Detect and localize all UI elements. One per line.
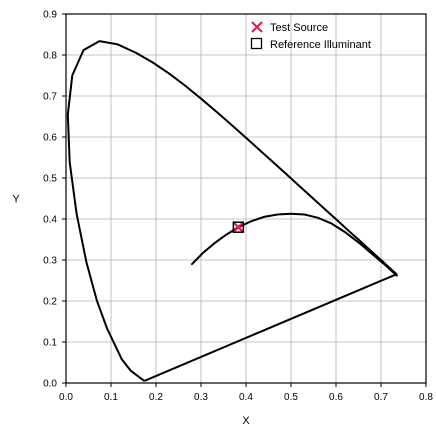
legend-test-source-symbol — [251, 21, 263, 33]
y-tick-label: 0.3 — [43, 256, 57, 267]
x-tick-label: 0.8 — [419, 392, 433, 403]
x-tick-label: 0.1 — [104, 392, 118, 403]
x-tick-label: 0.5 — [284, 392, 298, 403]
y-tick-label: 0.2 — [43, 297, 57, 308]
y-tick-label: 0.8 — [43, 51, 57, 62]
y-tick-label: 0.9 — [43, 10, 57, 21]
x-tick-label: 0.7 — [374, 392, 388, 403]
data-markers — [232, 221, 245, 233]
axis-ticks: 0.0 0.1 0.2 0.3 0.4 0.5 0.6 0.7 0.8 0.0 0.1 0.2 0.3 0… — [43, 10, 433, 404]
y-axis-label: Y — [12, 194, 20, 206]
y-tick-label: 0.7 — [43, 92, 57, 103]
y-tick-label: 0.6 — [43, 133, 57, 144]
y-tick-label: 0.4 — [43, 215, 57, 226]
legend-reference-illuminant-label: Reference Illuminant — [270, 39, 371, 51]
planckian-locus-line — [191, 212, 398, 277]
reference-illuminant-marker — [232, 221, 245, 233]
test-source-marker — [233, 222, 244, 232]
legend-reference-illuminant-symbol — [250, 37, 263, 50]
y-tick-label: 0.0 — [43, 379, 57, 390]
x-tick-label: 0.0 — [59, 392, 73, 403]
y-tick-label: 0.1 — [43, 338, 57, 349]
test-source-marker-stroke — [233, 222, 244, 232]
y-tick-label: 0.5 — [43, 174, 57, 185]
legend-test-source-label: Test Source — [270, 22, 328, 34]
x-tick-label: 0.4 — [239, 392, 253, 403]
x-axis-label: X — [242, 415, 250, 427]
x-tick-label: 0.2 — [149, 392, 163, 403]
x-tick-label: 0.6 — [329, 392, 343, 403]
legend: Test Source Reference Illuminant — [250, 21, 371, 51]
x-tick-label: 0.3 — [194, 392, 208, 403]
curves — [66, 40, 398, 382]
